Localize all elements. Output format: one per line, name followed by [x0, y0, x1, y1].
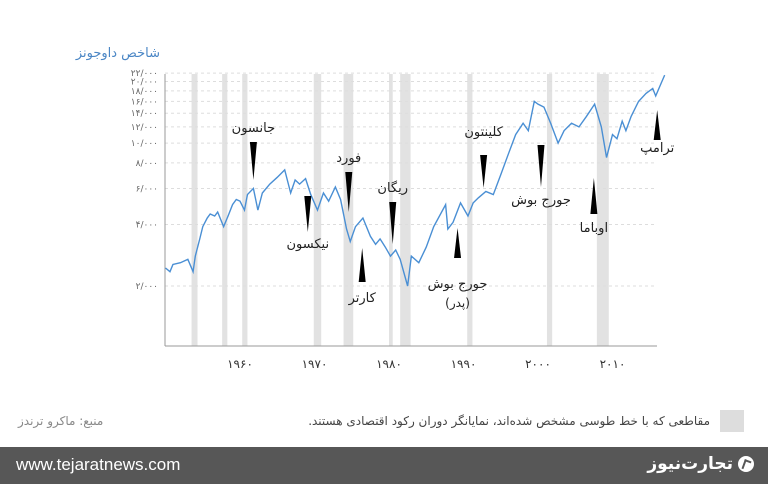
- president-marker: [590, 178, 598, 214]
- y-tick-label: ۱۴/۰۰۰: [131, 109, 158, 119]
- president-label: کلینتون: [464, 125, 503, 140]
- x-tick-label: ۱۹۸۰: [376, 357, 402, 371]
- president-label: جورج بوش: [511, 193, 571, 208]
- y-tick-label: ۱۲/۰۰۰: [131, 123, 158, 133]
- recession-band: [343, 74, 354, 346]
- x-tick-label: ۲۰۰۰: [525, 357, 551, 371]
- recession-band: [222, 74, 228, 346]
- x-tick-label: ۱۹۹۰: [451, 357, 477, 371]
- president-marker: [249, 142, 257, 180]
- y-tick-label: ۱۸/۰۰۰: [131, 87, 158, 97]
- president-label: کارتر: [348, 291, 377, 306]
- legend-text: مقاطعی که با خط طوسی مشخص شده‌اند، نمایا…: [308, 414, 710, 428]
- president-label: جورج بوش: [428, 277, 488, 292]
- y-tick-label: ۲/۰۰۰: [136, 282, 158, 292]
- y-tick-label: ۴/۰۰۰: [136, 220, 158, 230]
- chart-title: شاخص داوجونز: [75, 46, 160, 61]
- president-marker: [537, 145, 545, 187]
- president-label: اوباما: [580, 221, 608, 236]
- recession-band: [400, 74, 411, 346]
- y-tick-label: ۱۰/۰۰۰: [131, 139, 158, 149]
- series-line: [165, 74, 666, 287]
- brand-name: تجارت‌نیوز: [647, 454, 733, 474]
- president-label: ریگان: [377, 180, 408, 196]
- recession-swatch: [720, 410, 744, 432]
- recession-band: [596, 74, 609, 346]
- recession-band: [191, 74, 198, 346]
- president-marker: [345, 172, 353, 212]
- president-label: فورد: [336, 151, 361, 166]
- x-tick-label: ۱۹۷۰: [302, 357, 328, 371]
- y-tick-label: ۲۲/۰۰۰: [131, 69, 158, 79]
- president-marker: [653, 110, 661, 140]
- legend: مقاطعی که با خط طوسی مشخص شده‌اند، نمایا…: [308, 410, 744, 432]
- y-tick-label: ۲۰/۰۰۰: [131, 78, 158, 88]
- president-label: نیکسون: [286, 237, 329, 252]
- president-marker: [389, 202, 397, 244]
- dow-jones-chart: ۲/۰۰۰ ۴/۰۰۰ ۶/۰۰۰ ۸/۰۰۰ ۱۰/۰۰۰ ۱۲/۰۰۰ ۱۴/۰۰۰ ۱۶…: [131, 69, 675, 371]
- y-tick-label: ۸/۰۰۰: [136, 159, 158, 169]
- president-label: جانسون: [232, 121, 275, 136]
- source-text: منبع: ماکرو ترندز: [18, 414, 104, 428]
- president-marker: [358, 248, 366, 282]
- brand-logo: تجارت‌نیوز: [647, 454, 754, 474]
- president-marker: [304, 196, 312, 232]
- y-tick-label: ۱۶/۰۰۰: [131, 97, 158, 107]
- footer: www.tejaratnews.com تجارت‌نیوز: [0, 447, 768, 484]
- recession-band: [546, 74, 553, 346]
- x-tick-label: ۱۹۶۰: [227, 357, 253, 371]
- president-marker: [480, 155, 488, 188]
- president-label: ترامپ: [640, 141, 675, 156]
- y-tick-label: ۶/۰۰۰: [136, 184, 158, 194]
- president-sublabel: (پدر): [445, 296, 470, 311]
- president-marker: [454, 228, 462, 258]
- logo-icon: [738, 456, 754, 472]
- x-tick-label: ۲۰۱۰: [600, 357, 626, 371]
- website-link[interactable]: www.tejaratnews.com: [16, 455, 181, 474]
